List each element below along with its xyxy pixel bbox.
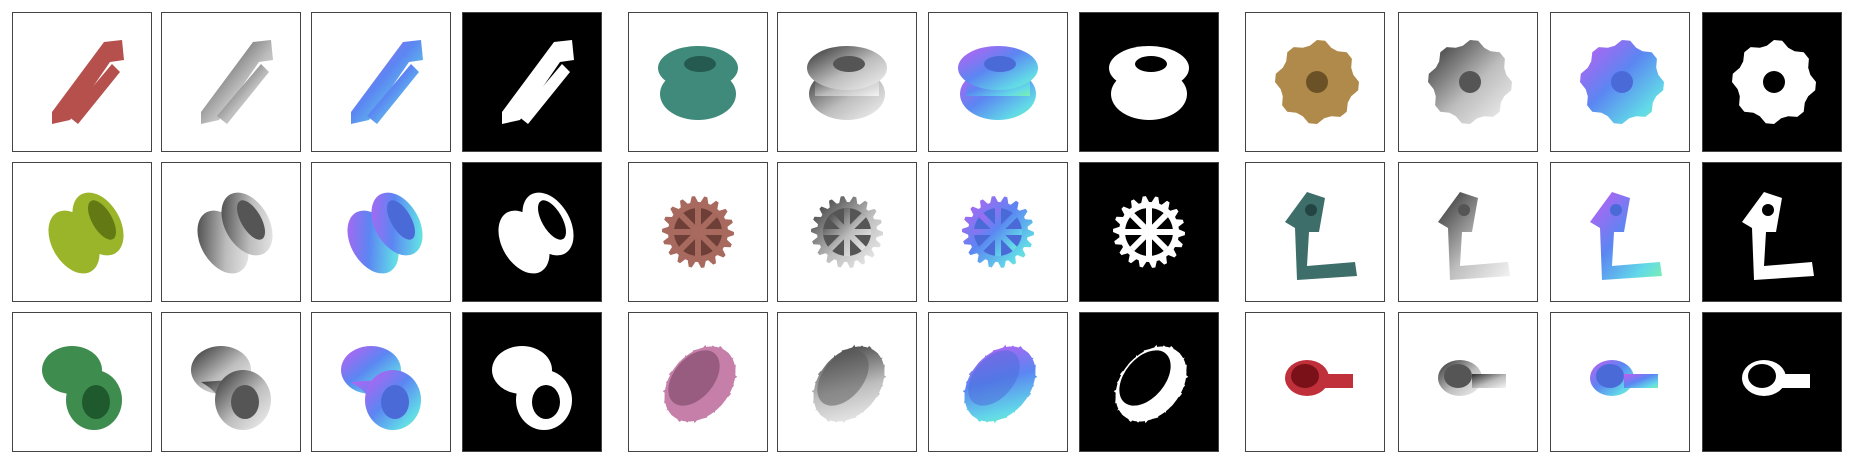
object-part: [1748, 364, 1776, 388]
object-part: [1306, 71, 1328, 93]
render-panel: [462, 12, 602, 152]
render-panel: [1079, 12, 1219, 152]
object-part: [1742, 192, 1814, 280]
render-panel: [1079, 312, 1219, 452]
render-panel: [1702, 12, 1842, 152]
object-part: [1590, 192, 1662, 280]
render-panel: [628, 12, 768, 152]
object-part: [1119, 350, 1171, 406]
render-panel: [1398, 162, 1538, 302]
render-panel: [1245, 162, 1385, 302]
object-part: [68, 64, 120, 124]
object-part: [823, 208, 871, 256]
render-panel: [12, 162, 152, 302]
object-part: [1444, 364, 1472, 388]
object-part: [1459, 71, 1481, 93]
object-part: [1285, 192, 1357, 280]
object-part: [984, 56, 1016, 72]
render-panel: [777, 162, 917, 302]
render-panel: [928, 12, 1068, 152]
object-part: [1472, 374, 1506, 388]
object-part: [532, 385, 560, 419]
object-part: [1458, 204, 1470, 216]
object-part: [1610, 204, 1622, 216]
render-panel: [1702, 162, 1842, 302]
render-panel: [311, 312, 451, 452]
object-part: [1596, 364, 1624, 388]
render-panel: [12, 312, 152, 452]
object-part: [237, 200, 265, 240]
object-part: [1624, 374, 1658, 388]
object-part: [538, 200, 566, 240]
object-part: [201, 40, 273, 124]
object-part: [1776, 374, 1810, 388]
render-panel: [462, 312, 602, 452]
render-panel: [928, 162, 1068, 302]
object-part: [217, 64, 269, 124]
render-panel: [777, 312, 917, 452]
render-panel: [928, 312, 1068, 452]
object-part: [351, 40, 423, 124]
object-part: [1305, 204, 1317, 216]
object-part: [52, 40, 124, 124]
render-panel: [1550, 12, 1690, 152]
object-part: [82, 385, 110, 419]
render-panel: [1245, 312, 1385, 452]
object-part: [1125, 208, 1173, 256]
object-part: [1762, 204, 1774, 216]
object-part: [968, 350, 1020, 406]
render-panel: [628, 162, 768, 302]
render-panel: [161, 162, 301, 302]
object-part: [1763, 71, 1785, 93]
object-part: [518, 64, 570, 124]
object-part: [1291, 364, 1319, 388]
object-part: [684, 56, 716, 72]
object-part: [88, 200, 116, 240]
object-part: [833, 56, 865, 72]
object-part: [381, 385, 409, 419]
object-part: [231, 385, 259, 419]
object-part: [1319, 374, 1353, 388]
object-part: [668, 350, 720, 406]
object-part: [502, 40, 574, 124]
render-panel: [1398, 312, 1538, 452]
render-panel: [628, 312, 768, 452]
object-part: [367, 64, 419, 124]
render-panel: [1079, 162, 1219, 302]
object-part: [1611, 71, 1633, 93]
object-part: [387, 200, 415, 240]
render-panel: [161, 12, 301, 152]
render-panel: [1245, 12, 1385, 152]
render-panel: [12, 12, 152, 152]
render-panel: [462, 162, 602, 302]
render-panel: [1702, 312, 1842, 452]
render-panel: [777, 12, 917, 152]
object-part: [1438, 192, 1510, 280]
render-panel: [311, 12, 451, 152]
render-panel: [1398, 12, 1538, 152]
object-part: [674, 208, 722, 256]
render-panel: [1550, 312, 1690, 452]
object-part: [1135, 56, 1167, 72]
render-panel: [161, 312, 301, 452]
object-part: [974, 208, 1022, 256]
object-part: [817, 350, 869, 406]
render-panel: [311, 162, 451, 302]
render-panel: [1550, 162, 1690, 302]
